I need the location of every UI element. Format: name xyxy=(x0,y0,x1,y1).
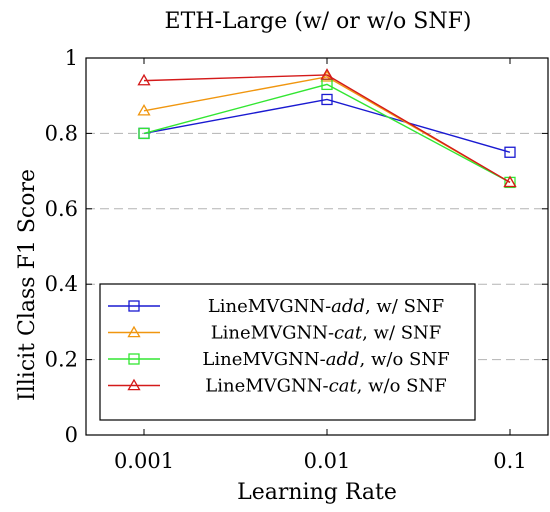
series-layer xyxy=(137,68,517,189)
data-point-triangle xyxy=(137,103,151,116)
series-line-group xyxy=(138,93,516,158)
y-tick-label: 0.2 xyxy=(45,348,78,372)
y-axis-label: Illicit Class F1 Score xyxy=(15,169,40,401)
data-point-triangle xyxy=(127,378,141,391)
data-point-triangle xyxy=(503,175,517,188)
axis-ticks: 0 0.2 0.4 0.6 0.8 1 0.001 0.01 0.1 xyxy=(45,46,548,473)
data-point-square xyxy=(138,127,150,140)
data-point-square xyxy=(321,93,333,106)
legend-item: LineMVGNN-cat, w/o SNF xyxy=(108,376,447,397)
series-line xyxy=(143,74,511,184)
series-line-group xyxy=(138,78,516,189)
data-point-square xyxy=(504,146,516,158)
series-line xyxy=(143,76,511,184)
series-line-group xyxy=(137,70,517,188)
legend-label: LineMVGNN-add, w/o SNF xyxy=(202,349,449,370)
legend-item: LineMVGNN-add, w/ SNF xyxy=(108,296,444,317)
x-axis-label: Learning Rate xyxy=(237,480,397,505)
chart-title: ETH-Large (w/ or w/o SNF) xyxy=(165,9,472,34)
x-tick-label: 0.01 xyxy=(304,449,351,473)
series-line xyxy=(143,98,511,153)
y-tick-label: 0.6 xyxy=(45,197,78,221)
legend-item: LineMVGNN-add, w/o SNF xyxy=(108,349,450,370)
x-tick-label: 0.001 xyxy=(114,449,174,473)
legend-box xyxy=(99,283,476,421)
legend-label: LineMVGNN-cat, w/ SNF xyxy=(211,323,442,344)
legend-label: LineMVGNN-add, w/ SNF xyxy=(208,296,444,317)
y-tick-label: 1 xyxy=(65,46,78,70)
series-line xyxy=(143,83,511,184)
x-tick-label: 0.1 xyxy=(493,449,526,473)
legend: LineMVGNN-add, w/ SNF LineMVGNN-cat, w/ S… xyxy=(99,283,476,421)
y-tick-label: 0.4 xyxy=(45,272,78,296)
series-line-group xyxy=(137,68,517,188)
data-point-square xyxy=(128,300,140,312)
data-point-triangle xyxy=(137,73,151,86)
plot-frame xyxy=(85,57,549,436)
y-tick-label: 0.8 xyxy=(45,121,78,145)
data-point-triangle xyxy=(127,325,141,338)
legend-label: LineMVGNN-cat, w/o SNF xyxy=(205,376,446,397)
y-tick-label: 0 xyxy=(65,423,78,447)
data-point-triangle xyxy=(320,68,334,80)
data-point-square xyxy=(128,353,140,365)
legend-item: LineMVGNN-cat, w/ SNF xyxy=(108,323,441,344)
